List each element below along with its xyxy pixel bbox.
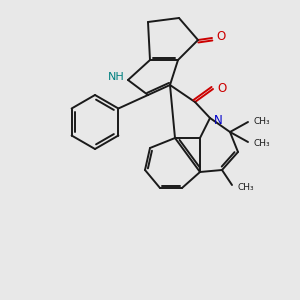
Text: CH₃: CH₃ [253,139,270,148]
Text: CH₃: CH₃ [253,116,270,125]
Text: O: O [216,29,226,43]
Text: NH: NH [108,72,124,82]
Text: N: N [214,113,222,127]
Text: O: O [218,82,226,94]
Text: CH₃: CH₃ [237,184,253,193]
